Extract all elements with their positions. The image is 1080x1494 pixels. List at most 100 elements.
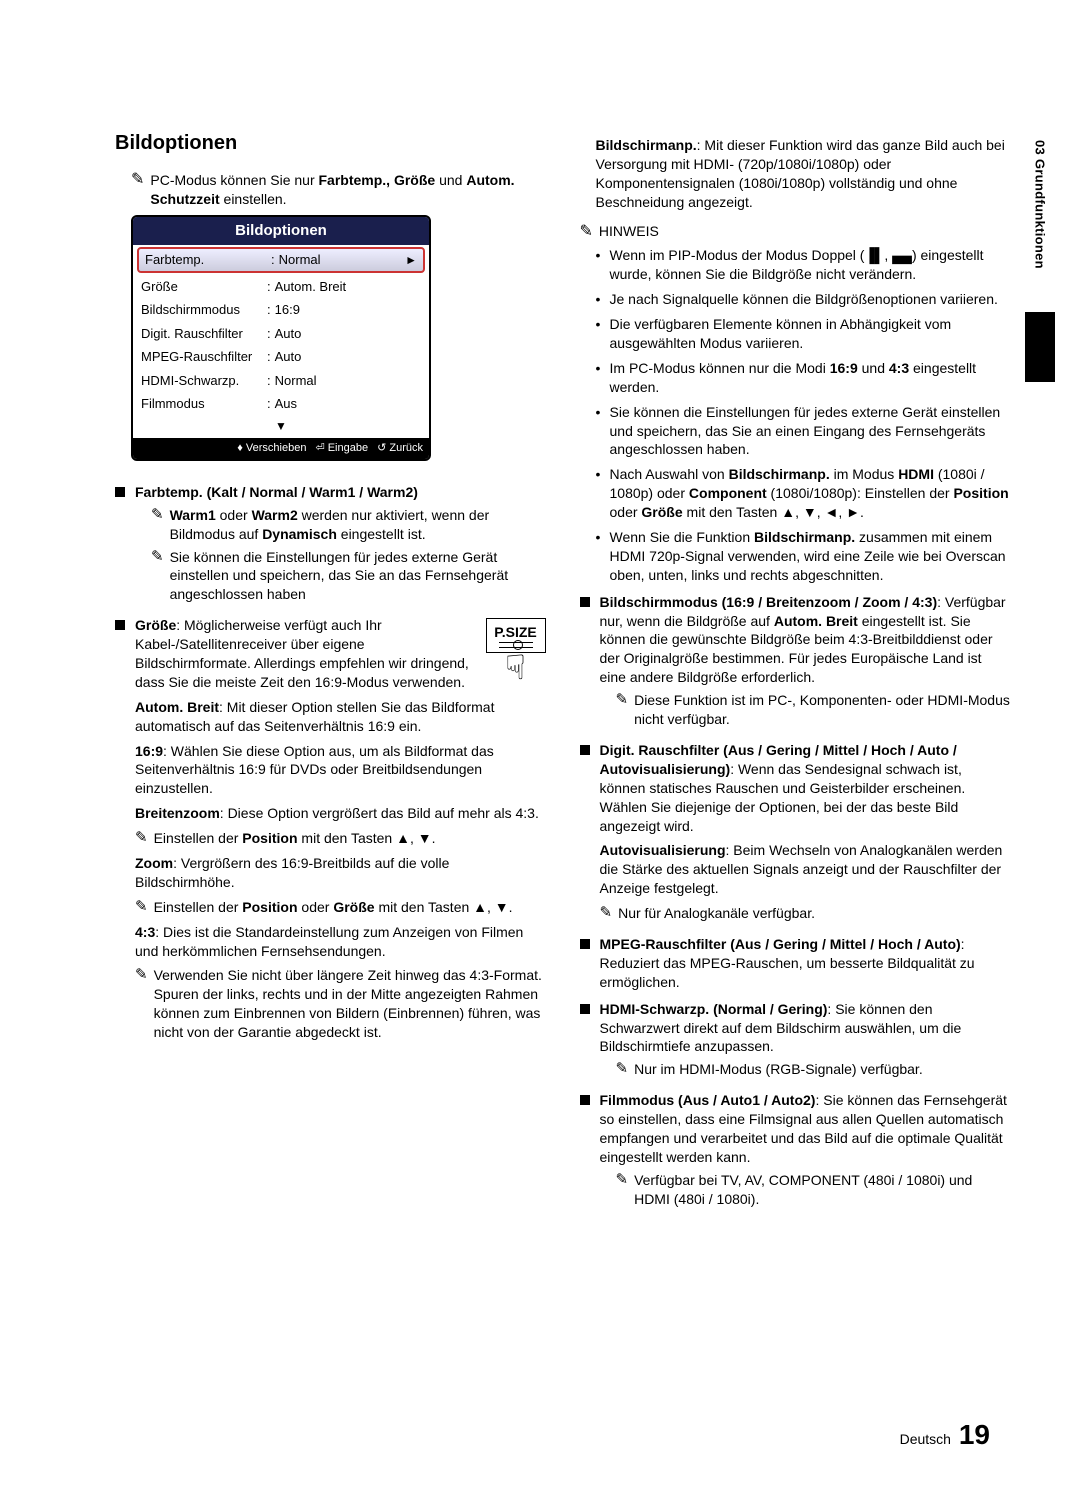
psize-remote-hint: P.SIZE ☟ bbox=[486, 618, 546, 685]
section-heading: Bildoptionen bbox=[115, 130, 546, 157]
ratio-169-text: 16:9: Wählen Sie diese Option aus, um al… bbox=[135, 742, 546, 799]
hinweis-item: Nach Auswahl von Bildschirmanp. im Modus… bbox=[596, 465, 1011, 522]
note-icon: ✎ bbox=[135, 898, 148, 914]
mpeg-text: MPEG-Rauschfilter (Aus / Gering / Mittel… bbox=[600, 935, 1011, 992]
item-mpeg: MPEG-Rauschfilter (Aus / Gering / Mittel… bbox=[580, 935, 1011, 992]
osd-key: Bildschirmmodus bbox=[141, 301, 267, 319]
hinweis-item: Wenn Sie die Funktion Bildschirmanp. zus… bbox=[596, 528, 1011, 585]
osd-enter-label: Eingabe bbox=[328, 441, 368, 456]
bildschirmanp-text: Bildschirmanp.: Mit dieser Funktion wird… bbox=[596, 136, 1011, 212]
note-icon: ✎ bbox=[580, 223, 593, 240]
film-note: Verfügbar bei TV, AV, COMPONENT (480i / … bbox=[634, 1171, 1010, 1209]
hinweis-item: Sie können die Einstellungen für jedes e… bbox=[596, 403, 1011, 460]
side-tab-label: 03 Grundfunktionen bbox=[1031, 140, 1049, 269]
osd-scroll-down: ▼ bbox=[133, 416, 429, 438]
farbtemp-note1: Warm1 oder Warm2 werden nur aktiviert, w… bbox=[170, 506, 546, 544]
note-icon: ✎ bbox=[616, 1060, 629, 1076]
groesse-intro: Größe: Möglicherweise verfügt auch Ihr K… bbox=[135, 616, 546, 692]
osd-row: MPEG-Rauschfilter:Auto bbox=[133, 345, 429, 369]
zoom-text: Zoom: Vergrößern des 16:9-Breitbilds auf… bbox=[135, 854, 546, 892]
osd-key: Größe bbox=[141, 278, 267, 296]
footer-page-number: 19 bbox=[959, 1419, 990, 1450]
osd-value: Normal bbox=[275, 372, 419, 390]
note-icon: ✎ bbox=[600, 904, 613, 920]
osd-value: Normal bbox=[279, 251, 405, 269]
hinweis-heading: ✎ HINWEIS bbox=[580, 222, 1011, 241]
return-icon: ↺ bbox=[377, 441, 386, 456]
hinweis-item: Je nach Signalquelle können die Bildgröß… bbox=[596, 290, 1011, 309]
osd-key: Filmmodus bbox=[141, 395, 267, 413]
ratio-43-text: 4:3: Dies ist die Standardeinstellung zu… bbox=[135, 923, 546, 961]
hinweis-item: Im PC-Modus können nur die Modi 16:9 und… bbox=[596, 359, 1011, 397]
side-tab-marker bbox=[1025, 312, 1055, 382]
note-icon: ✎ bbox=[135, 829, 148, 845]
osd-title: Bildoptionen bbox=[133, 217, 429, 245]
osd-key: Farbtemp. bbox=[145, 251, 271, 269]
arrow-right-icon: ► bbox=[405, 252, 417, 268]
osd-value: Autom. Breit bbox=[275, 278, 419, 296]
digit-text: Digit. Rauschfilter (Aus / Gering / Mitt… bbox=[600, 741, 1011, 835]
square-bullet-icon bbox=[580, 745, 590, 755]
item-groesse: P.SIZE ☟ Größe: Möglicherweise verfügt a… bbox=[115, 616, 546, 1046]
osd-value: Auto bbox=[275, 348, 419, 366]
enter-icon: ⏎ bbox=[316, 441, 325, 456]
square-bullet-icon bbox=[115, 620, 125, 630]
autovis-text: Autovisualisierung: Beim Wechseln von An… bbox=[600, 841, 1011, 898]
hdmi-text: HDMI-Schwarzp. (Normal / Gering): Sie kö… bbox=[600, 1000, 1011, 1057]
intro-note: ✎ PC-Modus können Sie nur Farbtemp., Grö… bbox=[131, 171, 546, 209]
osd-move-label: Verschieben bbox=[246, 441, 307, 456]
page-footer: Deutsch 19 bbox=[900, 1416, 990, 1454]
square-bullet-icon bbox=[580, 597, 590, 607]
osd-body: Farbtemp.:Normal►Größe:Autom. BreitBilds… bbox=[133, 247, 429, 416]
psize-button: P.SIZE bbox=[486, 618, 546, 653]
osd-key: Digit. Rauschfilter bbox=[141, 325, 267, 343]
square-bullet-icon bbox=[580, 1095, 590, 1105]
breitenzoom-text: Breitenzoom: Diese Option vergrößert das… bbox=[135, 804, 546, 823]
auto-breit-text: Autom. Breit: Mit dieser Option stellen … bbox=[135, 698, 546, 736]
osd-row: Größe:Autom. Breit bbox=[133, 275, 429, 299]
hand-icon: ☟ bbox=[486, 651, 546, 685]
note-icon: ✎ bbox=[135, 966, 148, 982]
osd-row: Digit. Rauschfilter:Auto bbox=[133, 322, 429, 346]
film-text: Filmmodus (Aus / Auto1 / Auto2): Sie kön… bbox=[600, 1091, 1011, 1167]
item-farbtemp: Farbtemp. (Kalt / Normal / Warm1 / Warm2… bbox=[115, 483, 546, 608]
osd-row: Farbtemp.:Normal► bbox=[137, 247, 425, 273]
farbtemp-heading: Farbtemp. (Kalt / Normal / Warm1 / Warm2… bbox=[135, 483, 546, 502]
move-icon: ♦ bbox=[237, 441, 243, 456]
note-icon: ✎ bbox=[616, 1171, 629, 1187]
square-bullet-icon bbox=[580, 939, 590, 949]
osd-value: Auto bbox=[275, 325, 419, 343]
hdmi-note: Nur im HDMI-Modus (RGB-Signale) verfügba… bbox=[634, 1060, 1010, 1079]
bildschirmmodus-text: Bildschirmmodus (16:9 / Breitenzoom / Zo… bbox=[600, 593, 1011, 687]
note-icon: ✎ bbox=[151, 548, 164, 564]
intro-note-text: PC-Modus können Sie nur Farbtemp., Größe… bbox=[150, 171, 545, 209]
note-icon: ✎ bbox=[131, 171, 144, 188]
right-column: Bildschirmanp.: Mit dieser Funktion wird… bbox=[580, 130, 1011, 1221]
hinweis-item: Die verfügbaren Elemente können in Abhän… bbox=[596, 315, 1011, 353]
item-hdmi-schwarzp: HDMI-Schwarzp. (Normal / Gering): Sie kö… bbox=[580, 1000, 1011, 1084]
osd-key: HDMI-Schwarzp. bbox=[141, 372, 267, 390]
autovis-note: Nur für Analogkanäle verfügbar. bbox=[618, 904, 1010, 923]
osd-return-label: Zurück bbox=[389, 441, 423, 456]
osd-row: Bildschirmmodus:16:9 bbox=[133, 298, 429, 322]
manual-page: 03 Grundfunktionen Bildoptionen ✎ PC-Mod… bbox=[0, 0, 1080, 1494]
note-icon: ✎ bbox=[151, 506, 164, 522]
osd-menu: Bildoptionen Farbtemp.:Normal►Größe:Auto… bbox=[131, 215, 431, 461]
item-bildschirmmodus: Bildschirmmodus (16:9 / Breitenzoom / Zo… bbox=[580, 593, 1011, 733]
side-tab: 03 Grundfunktionen bbox=[1025, 130, 1055, 500]
square-bullet-icon bbox=[115, 487, 125, 497]
bildschirmmodus-note: Diese Funktion ist im PC-, Komponenten- … bbox=[634, 691, 1010, 729]
osd-row: Filmmodus:Aus bbox=[133, 392, 429, 416]
ratio-43-note: Verwenden Sie nicht über längere Zeit hi… bbox=[154, 966, 546, 1042]
osd-value: 16:9 bbox=[275, 301, 419, 319]
zoom-note: Einstellen der Position oder Größe mit d… bbox=[154, 898, 546, 917]
item-filmmodus: Filmmodus (Aus / Auto1 / Auto2): Sie kön… bbox=[580, 1091, 1011, 1212]
osd-value: Aus bbox=[275, 395, 419, 413]
breitenzoom-note: Einstellen der Position mit den Tasten ▲… bbox=[154, 829, 546, 848]
osd-footer: ♦Verschieben ⏎Eingabe ↺Zurück bbox=[133, 438, 429, 459]
item-digit-rauschfilter: Digit. Rauschfilter (Aus / Gering / Mitt… bbox=[580, 741, 1011, 927]
hinweis-list: Wenn im PIP-Modus der Modus Doppel (▐▌, … bbox=[596, 246, 1011, 584]
hinweis-label: HINWEIS bbox=[599, 222, 659, 241]
osd-key: MPEG-Rauschfilter bbox=[141, 348, 267, 366]
note-icon: ✎ bbox=[616, 691, 629, 707]
